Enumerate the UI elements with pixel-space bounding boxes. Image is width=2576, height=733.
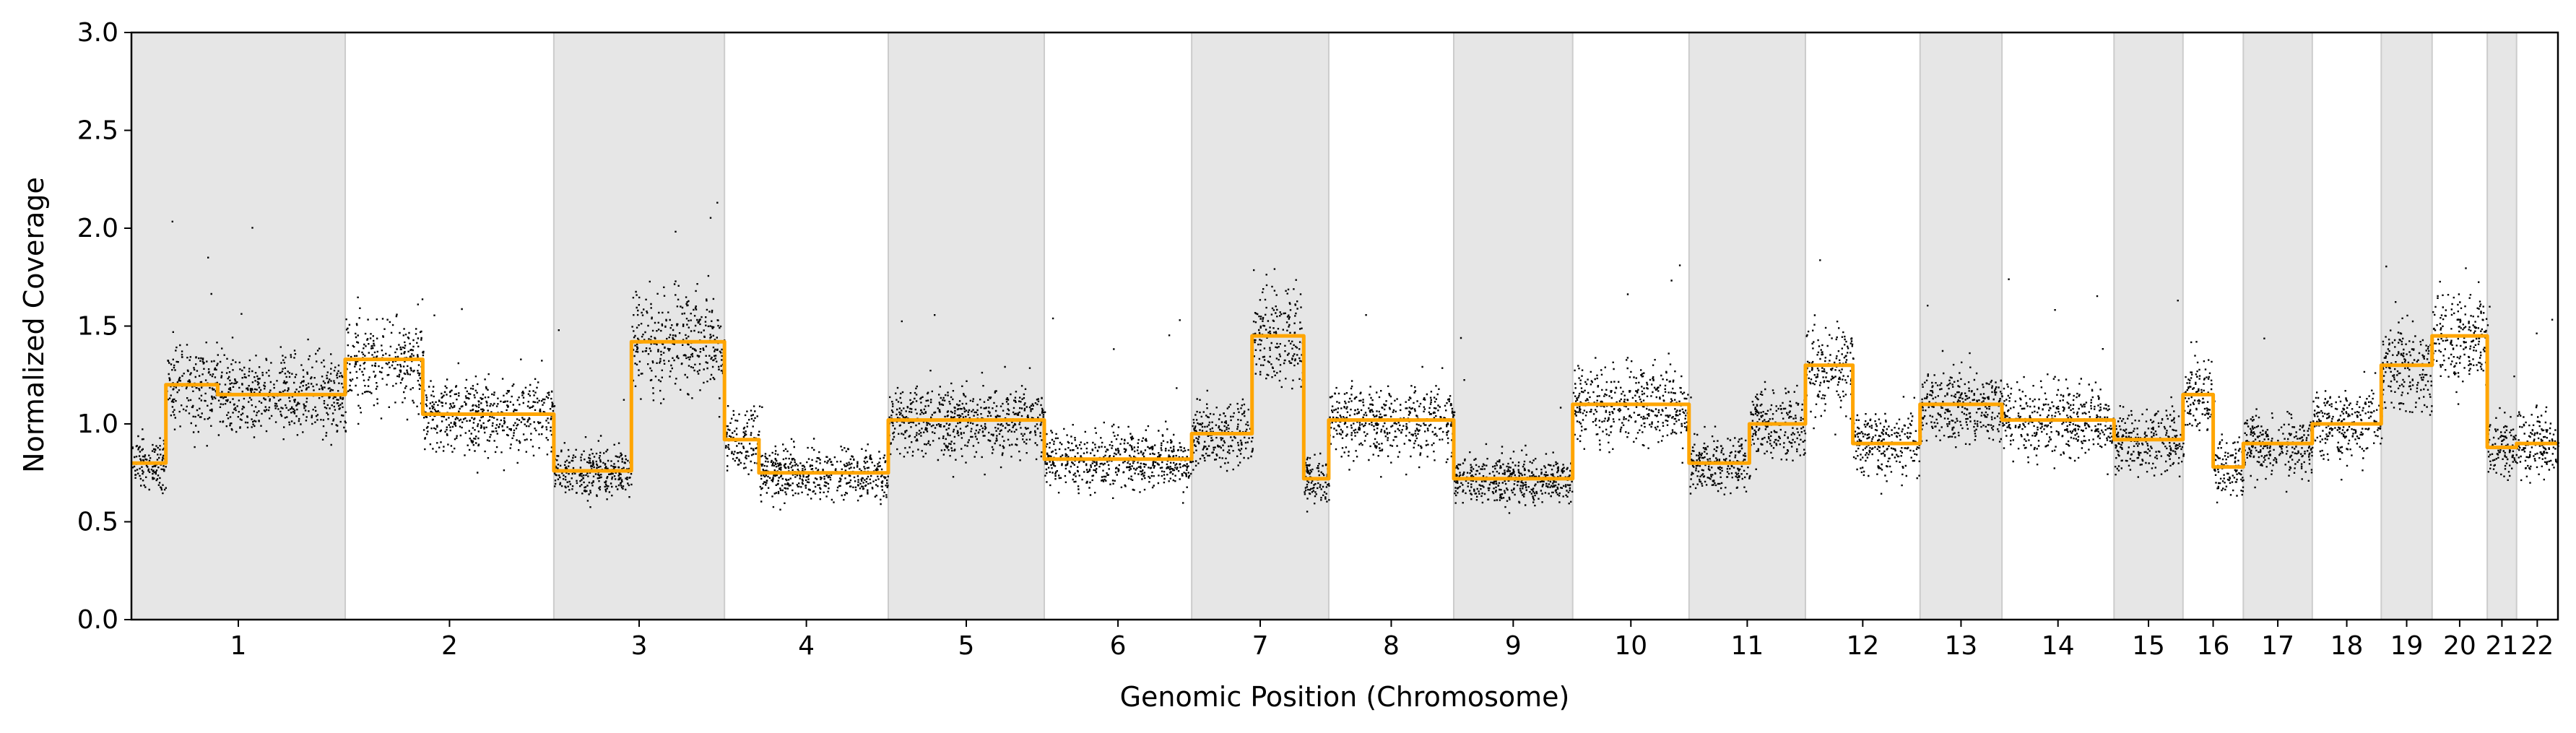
- y-axis-ticks: 0.0 0.5 1.0 1.5 2.0 2.5 3.0: [77, 18, 131, 635]
- x-tick-label-chr15: 15: [2132, 631, 2165, 661]
- x-tick-label-chr17: 17: [2261, 631, 2294, 661]
- x-tick-label-chr13: 13: [1945, 631, 1978, 661]
- chromosome-bands: [131, 32, 2518, 620]
- x-tick-label-chr1: 1: [230, 631, 247, 661]
- chromosome-band-3: [552, 32, 726, 620]
- y-tick-label: 2.0: [77, 214, 118, 243]
- x-tick-label-chr4: 4: [798, 631, 815, 661]
- x-tick-label-chr10: 10: [1614, 631, 1647, 661]
- x-tick-label-chr19: 19: [2390, 631, 2424, 661]
- chromosome-band-13: [1919, 32, 2003, 620]
- chromosome-band-21: [2486, 32, 2518, 620]
- y-axis-label: Normalized Coverage: [18, 177, 50, 473]
- x-tick-label-chr21: 21: [2486, 631, 2519, 661]
- x-tick-label-chr8: 8: [1383, 631, 1400, 661]
- chromosome-band-11: [1688, 32, 1806, 620]
- y-tick-label: 1.0: [77, 409, 118, 439]
- x-axis-ticks: 1 2 3 4 5 6 7 8 9 10 11 12 13 14 15 16 17 18 19 20 21 22: [230, 620, 2554, 661]
- y-tick-label: 3.0: [77, 18, 118, 48]
- x-tick-label-chr12: 12: [1846, 631, 1879, 661]
- x-tick-label-chr5: 5: [958, 631, 975, 661]
- x-tick-label-chr9: 9: [1505, 631, 1522, 661]
- y-tick-label: 0.5: [77, 508, 118, 537]
- chromosome-band-9: [1452, 32, 1574, 620]
- x-tick-label-chr20: 20: [2443, 631, 2476, 661]
- chromosome-band-19: [2380, 32, 2433, 620]
- chromosome-band-17: [2242, 32, 2313, 620]
- x-tick-label-chr2: 2: [441, 631, 458, 661]
- segment-line-group: [131, 334, 2558, 481]
- coverage-point-cloud: [131, 201, 2559, 514]
- chromosome-band-1: [131, 32, 347, 620]
- x-tick-label-chr6: 6: [1110, 631, 1127, 661]
- y-tick-label: 1.5: [77, 312, 118, 342]
- y-tick-label: 0.0: [77, 605, 118, 635]
- x-tick-label-chr14: 14: [2042, 631, 2075, 661]
- chromosome-band-5: [887, 32, 1046, 620]
- coverage-points: [131, 201, 2559, 514]
- plot-frame: [130, 31, 2559, 621]
- x-tick-label-chr3: 3: [631, 631, 648, 661]
- x-tick-label-chr11: 11: [1731, 631, 1764, 661]
- x-axis-label: Genomic Position (Chromosome): [1120, 681, 1570, 713]
- x-tick-label-chr22: 22: [2520, 631, 2554, 661]
- y-tick-label: 2.5: [77, 116, 118, 146]
- x-tick-label-chr18: 18: [2330, 631, 2364, 661]
- chromosome-band-15: [2113, 32, 2184, 620]
- x-tick-label-chr16: 16: [2197, 631, 2230, 661]
- segment-line: [131, 334, 2558, 481]
- x-tick-label-chr7: 7: [1252, 631, 1269, 661]
